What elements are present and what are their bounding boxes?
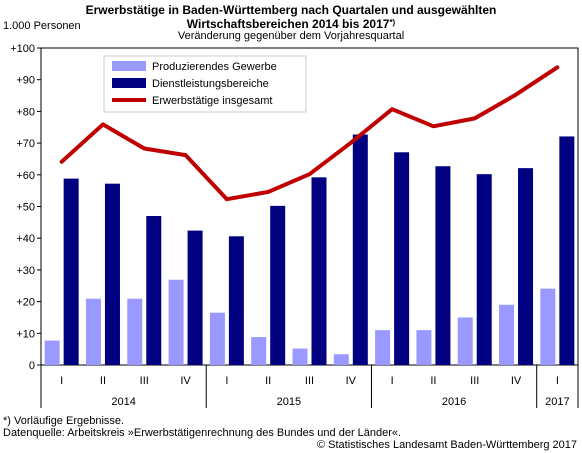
- bar-dienstleistungsbereiche: [394, 152, 410, 365]
- x-tick-label-quarter: II: [265, 375, 271, 387]
- bar-dienstleistungsbereiche: [476, 174, 492, 365]
- x-tick-label-quarter: IV: [346, 375, 357, 387]
- legend-label-erwerbstaetige-insgesamt: Erwerbstätige insgesamt: [152, 95, 272, 107]
- bar-produzierendes-gewerbe: [333, 354, 349, 365]
- chart-title-line1: Erwerbstätige in Baden-Württemberg nach …: [85, 3, 497, 17]
- x-tick-label-quarter: II: [100, 375, 106, 387]
- chart-subtitle: Veränderung gegenüber dem Vorjahresquart…: [177, 30, 405, 42]
- bar-produzierendes-gewerbe: [168, 279, 184, 365]
- y-tick-label: +30: [16, 265, 35, 277]
- bar-dienstleistungsbereiche: [518, 168, 534, 365]
- x-tick-label-quarter: I: [60, 375, 63, 387]
- x-tick-label-quarter: II: [430, 375, 436, 387]
- y-tick-label: +60: [16, 170, 35, 182]
- x-tick-label-quarter: III: [470, 375, 479, 387]
- x-tick-label-quarter: IV: [511, 375, 522, 387]
- bar-dienstleistungsbereiche: [104, 183, 120, 365]
- x-tick-label-quarter: IV: [180, 375, 191, 387]
- footnote-preliminary: *) Vorläufige Ergebnisse.: [3, 415, 125, 427]
- legend-label-produzierendes-gewerbe: Produzierendes Gewerbe: [152, 61, 277, 73]
- legend-label-dienstleistungsbereiche: Dienstleistungsbereiche: [152, 78, 269, 90]
- x-tick-label-quarter: III: [140, 375, 149, 387]
- chart-title-line2-text: Wirtschaftsbereichen 2014 bis 2017: [186, 17, 390, 31]
- x-tick-label-year: 2015: [277, 396, 301, 408]
- x-tick-label-year: 2017: [545, 396, 569, 408]
- x-tick-label-quarter: I: [391, 375, 394, 387]
- bar-produzierendes-gewerbe: [499, 304, 515, 365]
- y-tick-label: +40: [16, 233, 35, 245]
- bar-dienstleistungsbereiche: [146, 216, 162, 365]
- y-tick-label: +10: [16, 328, 35, 340]
- bar-dienstleistungsbereiche: [187, 230, 203, 365]
- footnote-data-source: Datenquelle: Arbeitskreis »Erwerbstätige…: [3, 427, 402, 439]
- y-axis-unit-label: 1.000 Personen: [3, 20, 81, 32]
- footnote-copyright: © Statistisches Landesamt Baden-Württemb…: [316, 439, 577, 451]
- chart-title-line2: Wirtschaftsbereichen 2014 bis 2017*): [0, 16, 582, 31]
- bar-produzierendes-gewerbe: [85, 298, 101, 365]
- y-tick-label: +20: [16, 297, 35, 309]
- bar-produzierendes-gewerbe: [540, 288, 556, 365]
- bar-dienstleistungsbereiche: [63, 178, 79, 365]
- y-tick-label: +80: [16, 106, 35, 118]
- bar-produzierendes-gewerbe: [375, 330, 391, 365]
- x-tick-label-quarter: III: [305, 375, 314, 387]
- bar-produzierendes-gewerbe: [292, 348, 308, 365]
- title-footnote-marker: *): [389, 18, 396, 27]
- bar-produzierendes-gewerbe: [457, 317, 473, 365]
- legend-swatch-produzierendes-gewerbe: [112, 61, 146, 71]
- y-tick-label: +70: [16, 138, 35, 150]
- bar-dienstleistungsbereiche: [435, 166, 451, 365]
- x-tick-label-year: 2014: [111, 396, 135, 408]
- y-tick-label: +90: [16, 75, 35, 87]
- line-erwerbstaetige-insgesamt: [59, 65, 560, 202]
- y-tick-label: 0: [29, 360, 35, 372]
- y-tick-label: +100: [10, 43, 35, 55]
- y-tick-label: +50: [16, 202, 35, 214]
- bar-produzierendes-gewerbe: [251, 337, 267, 365]
- bar-dienstleistungsbereiche: [559, 136, 575, 365]
- x-tick-label-quarter: I: [225, 375, 228, 387]
- bar-dienstleistungsbereiche: [270, 205, 286, 365]
- bar-dienstleistungsbereiche: [311, 177, 327, 365]
- bar-produzierendes-gewerbe: [416, 330, 432, 365]
- bar-produzierendes-gewerbe: [209, 312, 225, 365]
- bar-produzierendes-gewerbe: [127, 298, 143, 365]
- legend-swatch-dienstleistungsbereiche: [112, 78, 146, 88]
- bar-produzierendes-gewerbe: [44, 340, 60, 365]
- x-tick-label-year: 2016: [442, 396, 466, 408]
- x-tick-label-quarter: I: [556, 375, 559, 387]
- bar-dienstleistungsbereiche: [228, 236, 244, 365]
- bar-dienstleistungsbereiche: [352, 134, 368, 365]
